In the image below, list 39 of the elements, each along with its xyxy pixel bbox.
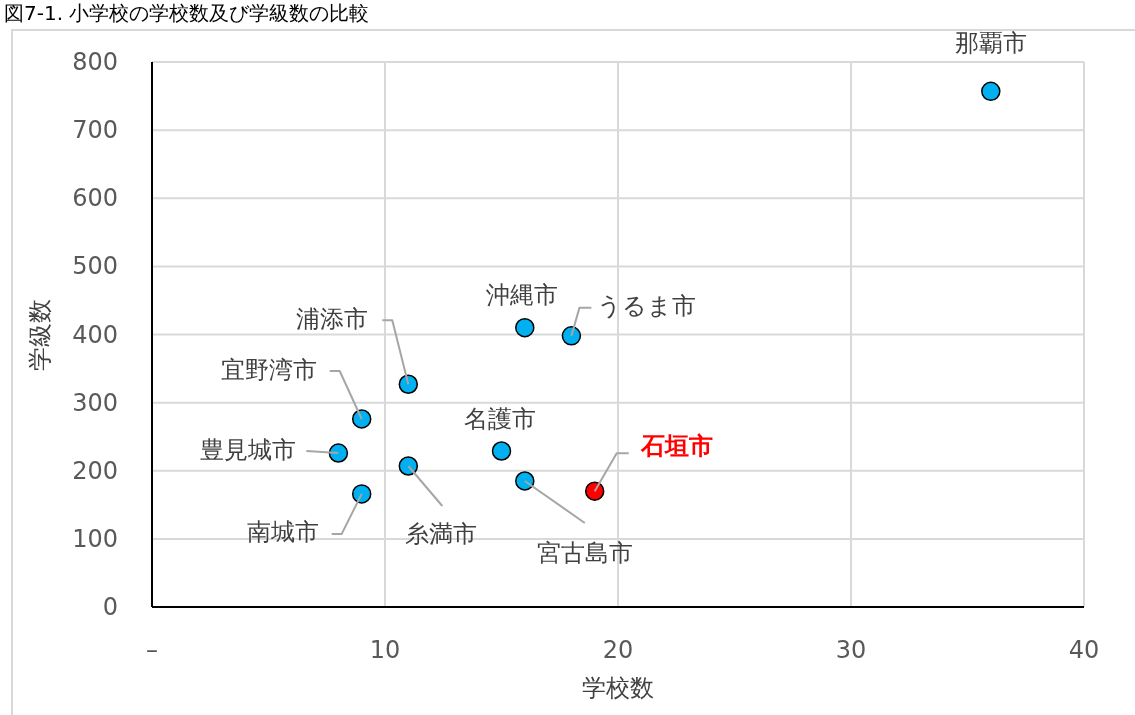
y-tick-label: 0: [102, 593, 118, 621]
annotation: 豊見城市: [200, 436, 297, 465]
y-tick-label: 500: [72, 252, 118, 281]
point: [981, 81, 1001, 102]
point: [561, 326, 582, 346]
y-tick-label: 200: [72, 456, 118, 485]
y-tick-label: 400: [72, 320, 118, 349]
y-tick-label: 100: [72, 524, 118, 553]
y-tick-label: 700: [72, 116, 118, 145]
annotation: 宜野湾市: [220, 355, 317, 384]
point: [515, 317, 535, 338]
point: [398, 456, 419, 476]
annotation: 那覇市: [954, 29, 1027, 58]
y-tick-label: 600: [72, 184, 118, 213]
annotation: 南城市: [246, 517, 319, 546]
x-tick-label: 40: [1068, 636, 1100, 664]
x-tick-label: 10: [369, 636, 401, 664]
point: [515, 471, 535, 491]
y-axis-title: 学級数: [26, 298, 54, 371]
x-axis-title: 学校数: [582, 674, 654, 702]
point: [584, 481, 605, 501]
y-tick-label: 800: [72, 48, 118, 76]
point: [328, 443, 349, 463]
point: [398, 374, 419, 394]
x-tick-label: 30: [835, 636, 867, 664]
point: [351, 484, 372, 504]
point: [351, 409, 372, 429]
annotation: 名護市: [463, 404, 536, 433]
chart-title: 図7-1. 小学校の学校数及び学級数の比較: [4, 1, 370, 25]
annotation: 沖縄市: [485, 280, 558, 309]
annotation: 宮古島市: [536, 538, 633, 567]
annotation: 石垣市: [639, 432, 713, 461]
y-tick-label: 300: [72, 388, 118, 417]
point: [491, 441, 512, 461]
annotation: うるま市: [597, 291, 697, 320]
annotation: 浦添市: [296, 305, 369, 334]
x-tick-label: –: [146, 636, 158, 664]
x-tick-label: 20: [602, 636, 634, 664]
annotation: 糸満市: [405, 519, 478, 548]
